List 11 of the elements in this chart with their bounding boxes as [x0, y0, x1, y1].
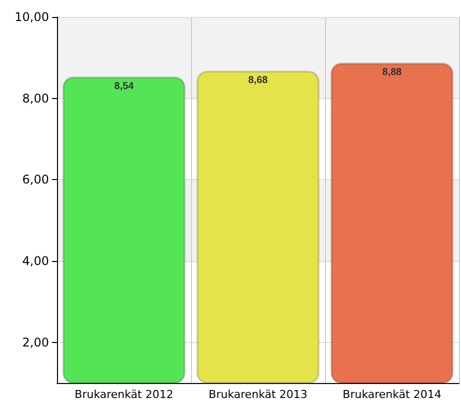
data-label: 8,88 — [382, 67, 402, 78]
x-tick-label: Brukarenkät 2012 — [74, 388, 174, 401]
x-tick-label: Brukarenkät 2013 — [208, 388, 308, 401]
y-tick-label: 4,00 — [22, 254, 49, 268]
y-tick-label: 10,00 — [14, 10, 49, 24]
x-tick-label: Brukarenkät 2014 — [342, 388, 442, 401]
data-label: 8,68 — [248, 75, 268, 86]
y-tick-label: 8,00 — [22, 91, 49, 106]
y-tick-label: 6,00 — [22, 172, 49, 187]
y-tick-label: 2,00 — [22, 335, 49, 350]
data-label: 8,54 — [114, 80, 134, 92]
